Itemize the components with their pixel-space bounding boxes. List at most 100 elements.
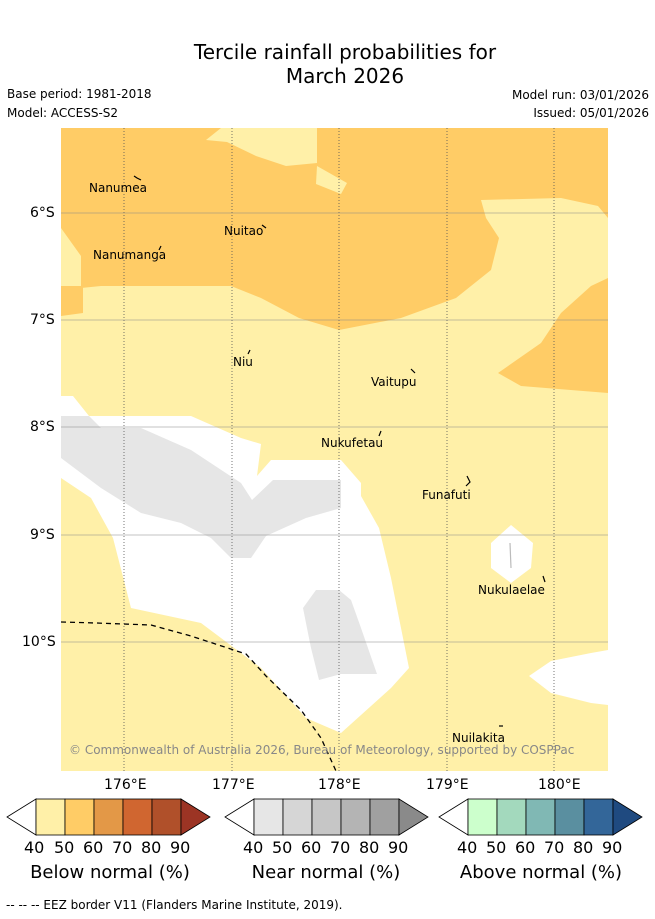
near-tick-60: 60	[301, 838, 322, 857]
island-labels: Nanumea Nuitao Nanumanga Niu Vaitupu Nuk…	[89, 181, 545, 745]
lon-label-177e: 177°E	[212, 777, 255, 793]
near-colorbar-segment	[340, 798, 371, 836]
parallels	[61, 212, 608, 643]
colorbar-near	[224, 798, 429, 836]
island-mark-niu	[247, 349, 251, 355]
title-line-1: Tercile rainfall probabilities for	[193, 40, 497, 64]
near-tick-80: 80	[359, 838, 380, 857]
white-patch-east-1	[491, 525, 533, 583]
below-normal-title: Below normal (%)	[30, 862, 190, 883]
near-colorbar-segment	[253, 798, 284, 836]
model-name: Model: ACCESS-S2	[7, 106, 119, 120]
island-mark-white-patch	[509, 542, 512, 569]
island-mark-nanumanga	[158, 245, 162, 251]
island-mark-nanumea	[133, 175, 142, 181]
island-label-nuitao: Nuitao	[224, 224, 263, 238]
above-tick-50: 50	[486, 838, 507, 857]
island-mark-vaitupu	[410, 368, 416, 374]
below-colorbar-segment	[35, 798, 66, 836]
map-title: Tercile rainfall probabilities for March…	[0, 40, 655, 88]
lat-label-9s: 9°S	[30, 527, 55, 543]
below-tick-50: 50	[54, 838, 75, 857]
island-mark-nukufetau	[378, 430, 382, 437]
colorbars-svg	[6, 798, 643, 836]
above-tick-60: 60	[515, 838, 536, 857]
graticule	[123, 128, 555, 771]
lon-label-179e: 179°E	[426, 777, 469, 793]
orange-notch-left	[61, 286, 83, 316]
lat-label-10s: 10°S	[22, 634, 56, 650]
yellow-patch-north-1	[206, 128, 317, 166]
above-colorbar-segment	[496, 798, 527, 836]
lat-label-8s: 8°S	[30, 419, 55, 435]
white-patch-east-2	[529, 650, 608, 705]
below-tick-60: 60	[83, 838, 104, 857]
below-colorbar-low-end	[6, 798, 37, 836]
lat-label-6s: 6°S	[30, 205, 55, 221]
near-colorbar-segment	[369, 798, 400, 836]
island-label-niu: Niu	[233, 355, 253, 369]
lon-label-176e: 176°E	[104, 777, 147, 793]
grey-region-lower	[303, 590, 377, 680]
near-colorbar-high-end	[398, 798, 429, 836]
island-label-nukulaelae: Nukulaelae	[478, 583, 545, 597]
near-tick-70: 70	[330, 838, 351, 857]
orange-region-north	[61, 128, 608, 330]
above-tick-70: 70	[544, 838, 565, 857]
above-normal-title: Above normal (%)	[459, 862, 623, 883]
orange-region-east	[498, 278, 608, 393]
map-svg: Nanumea Nuitao Nanumanga Niu Vaitupu Nuk…	[61, 128, 608, 771]
near-tick-40: 40	[243, 838, 264, 857]
lon-label-178e: 178°E	[318, 777, 361, 793]
below-colorbar-segment	[93, 798, 124, 836]
above-colorbar-low-end	[438, 798, 469, 836]
colorbar-below	[6, 798, 211, 836]
below-tick-40: 40	[24, 838, 45, 857]
above-colorbar-segment	[525, 798, 556, 836]
below-colorbar-segment	[122, 798, 153, 836]
title-line-2: March 2026	[285, 64, 405, 88]
island-label-nuilakita: Nuilakita	[452, 731, 505, 745]
colorbar-above	[438, 798, 643, 836]
island-label-nanumea: Nanumea	[89, 181, 147, 195]
below-tick-80: 80	[141, 838, 162, 857]
island-label-nukufetau: Nukufetau	[321, 436, 383, 450]
yellow-patch-north-2	[316, 166, 347, 194]
lon-label-180e: 180°E	[538, 777, 581, 793]
eez-border	[61, 621, 337, 771]
near-normal-title: Near normal (%)	[251, 862, 401, 883]
below-tick-90: 90	[170, 838, 191, 857]
copyright-text: © Commonwealth of Australia 2026, Bureau…	[69, 743, 574, 757]
island-marks	[133, 175, 546, 727]
above-tick-90: 90	[602, 838, 623, 857]
lat-label-7s: 7°S	[30, 312, 55, 328]
eez-footer: -- -- -- EEZ border V11 (Flanders Marine…	[6, 898, 343, 912]
above-colorbar-segment	[467, 798, 498, 836]
island-mark-nuitao	[261, 224, 267, 229]
issued-date: Issued: 05/01/2026	[533, 106, 649, 120]
island-label-vaitupu: Vaitupu	[371, 375, 417, 389]
colorbar-ticks: 40 50 60 70 80 90 40 50 60 70 80 90 40 5…	[0, 838, 655, 862]
above-colorbar-high-end	[612, 798, 643, 836]
grey-region-upper	[61, 416, 341, 558]
near-colorbar-segment	[311, 798, 342, 836]
below-colorbar-segment	[151, 798, 182, 836]
above-colorbar-segment	[554, 798, 585, 836]
base-period: Base period: 1981-2018	[7, 87, 152, 101]
near-tick-50: 50	[272, 838, 293, 857]
island-mark-funafuti	[465, 475, 471, 487]
near-tick-90: 90	[388, 838, 409, 857]
below-colorbar-high-end	[180, 798, 211, 836]
above-tick-40: 40	[457, 838, 478, 857]
island-mark-nukulaelae	[542, 575, 546, 583]
above-tick-80: 80	[573, 838, 594, 857]
near-colorbar-low-end	[224, 798, 255, 836]
below-colorbar-segment	[64, 798, 95, 836]
near-colorbar-segment	[282, 798, 313, 836]
map-panel: Nanumea Nuitao Nanumanga Niu Vaitupu Nuk…	[61, 128, 608, 771]
island-label-funafuti: Funafuti	[422, 488, 471, 502]
below-tick-70: 70	[112, 838, 133, 857]
model-run: Model run: 03/01/2026	[511, 88, 649, 102]
island-label-nanumanga: Nanumanga	[93, 248, 166, 262]
above-colorbar-segment	[583, 798, 614, 836]
